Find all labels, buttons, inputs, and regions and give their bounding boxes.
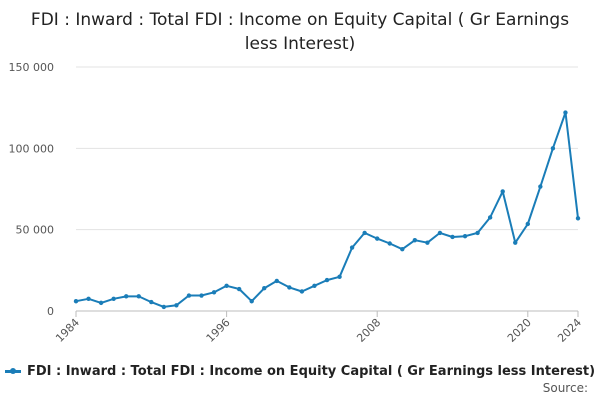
data-point — [450, 234, 455, 240]
data-point — [538, 184, 543, 189]
data-point — [211, 290, 217, 295]
data-point — [149, 299, 154, 305]
data-point — [111, 296, 116, 301]
y-axis-ticks: 0 50 000 100 000 150 000 — [9, 61, 55, 318]
data-point — [236, 286, 242, 292]
data-point — [324, 277, 330, 283]
data-point — [513, 240, 518, 245]
chart-title: FDI : Inward : Total FDI : Income on Equ… — [30, 10, 570, 54]
legend[interactable]: FDI : Inward : Total FDI : Income on Equ… — [0, 364, 600, 379]
y-tick-label: 100 000 — [9, 142, 55, 155]
data-point — [249, 299, 254, 304]
data-point — [136, 294, 141, 299]
source-label: Source: — [542, 381, 588, 395]
data-point — [375, 236, 380, 241]
data-point — [161, 304, 167, 310]
y-tick-label: 0 — [47, 305, 54, 318]
data-point — [487, 215, 493, 220]
data-point — [299, 289, 305, 294]
legend-swatch-icon — [4, 368, 21, 374]
y-tick-label: 50 000 — [16, 224, 55, 237]
data-point — [274, 278, 279, 284]
data-point — [186, 293, 192, 298]
data-point — [425, 240, 430, 245]
data-point — [462, 233, 468, 239]
data-point — [563, 110, 568, 115]
data-point — [525, 221, 530, 227]
series-group — [73, 110, 581, 310]
data-point — [500, 189, 505, 194]
data-point — [400, 246, 405, 252]
data-point — [262, 286, 267, 291]
data-point — [224, 283, 229, 288]
data-point — [287, 285, 292, 290]
data-point — [349, 245, 355, 250]
data-point — [412, 238, 418, 243]
data-point — [337, 274, 342, 280]
data-point — [387, 241, 392, 246]
data-point — [73, 299, 79, 304]
data-point — [437, 230, 443, 236]
x-tick-label: 2024 — [555, 316, 584, 345]
data-point — [199, 293, 204, 298]
x-axis-ticks: 1984 1996 2008 2020 2024 — [53, 311, 584, 345]
data-point — [475, 230, 480, 236]
x-tick-label: 1996 — [204, 316, 233, 345]
data-point — [550, 146, 556, 151]
data-point — [124, 294, 129, 299]
data-point — [86, 296, 91, 301]
series-line — [75, 111, 579, 308]
x-tick-label: 1984 — [53, 316, 82, 345]
data-point — [362, 230, 367, 236]
legend-label: FDI : Inward : Total FDI : Income on Equ… — [26, 364, 596, 379]
x-tick-label: 2020 — [505, 316, 534, 345]
y-tick-label: 150 000 — [9, 61, 55, 74]
data-point — [174, 303, 179, 308]
data-point — [98, 300, 104, 306]
data-point — [312, 283, 317, 288]
data-point — [575, 216, 581, 221]
gridlines — [76, 66, 578, 231]
x-tick-label: 2008 — [354, 316, 383, 345]
